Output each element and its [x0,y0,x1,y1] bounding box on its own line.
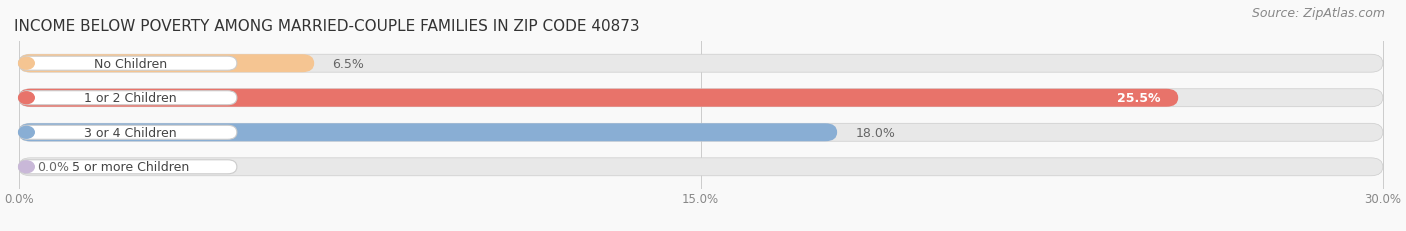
FancyBboxPatch shape [18,55,1384,73]
FancyBboxPatch shape [18,126,236,140]
Circle shape [18,127,34,139]
Text: 25.5%: 25.5% [1116,92,1160,105]
Text: 3 or 4 Children: 3 or 4 Children [84,126,177,139]
FancyBboxPatch shape [18,91,236,105]
Text: 18.0%: 18.0% [855,126,896,139]
FancyBboxPatch shape [18,160,236,174]
FancyBboxPatch shape [18,55,314,73]
FancyBboxPatch shape [18,124,1384,142]
FancyBboxPatch shape [18,124,837,142]
FancyBboxPatch shape [18,89,1178,107]
Circle shape [18,92,34,104]
Circle shape [18,58,34,70]
Text: 6.5%: 6.5% [332,58,364,70]
Circle shape [18,161,34,173]
FancyBboxPatch shape [18,158,1384,176]
FancyBboxPatch shape [18,57,236,71]
Text: 5 or more Children: 5 or more Children [72,161,190,173]
Text: No Children: No Children [94,58,167,70]
FancyBboxPatch shape [18,89,1384,107]
Text: 1 or 2 Children: 1 or 2 Children [84,92,177,105]
Text: INCOME BELOW POVERTY AMONG MARRIED-COUPLE FAMILIES IN ZIP CODE 40873: INCOME BELOW POVERTY AMONG MARRIED-COUPL… [14,18,640,33]
Text: Source: ZipAtlas.com: Source: ZipAtlas.com [1251,7,1385,20]
Text: 0.0%: 0.0% [37,161,69,173]
